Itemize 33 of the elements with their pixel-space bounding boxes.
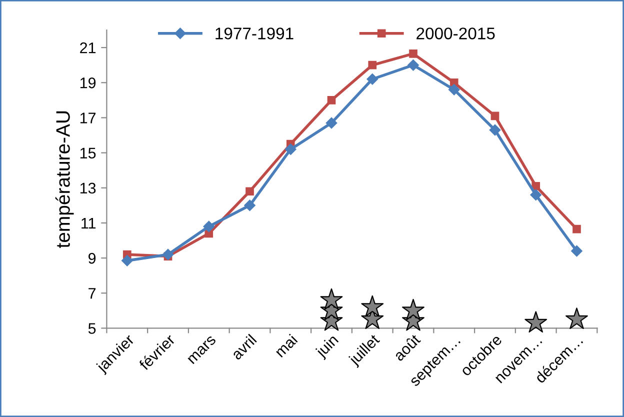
y-tick-label: 15 <box>80 148 96 158</box>
point <box>572 224 581 234</box>
point <box>244 200 256 212</box>
point <box>490 112 500 120</box>
point <box>571 245 582 257</box>
point <box>408 59 419 71</box>
y-tick-label: 19 <box>80 78 96 88</box>
point <box>368 60 377 70</box>
y-tick-label: 11 <box>82 218 96 228</box>
point <box>122 255 133 266</box>
point <box>409 50 418 58</box>
y-tick-label: 13 <box>80 182 96 194</box>
point <box>285 144 296 155</box>
y-tick-label: 5 <box>88 323 96 334</box>
point <box>530 189 542 200</box>
y-tick-label: 21 <box>80 42 96 54</box>
x-tick-label: juin <box>314 334 341 360</box>
legend-label: 1977-1991 <box>216 28 294 40</box>
point <box>327 96 336 104</box>
point <box>246 187 254 196</box>
point <box>448 84 460 96</box>
y-tick-label: 7 <box>88 288 96 299</box>
x-tick-label: mai <box>274 334 298 358</box>
point <box>532 182 540 190</box>
y-tick-label: 9 <box>88 252 96 264</box>
point <box>326 117 338 129</box>
point <box>489 124 501 136</box>
point <box>203 220 214 232</box>
point <box>366 74 378 85</box>
legend-label: 2000-2015 <box>416 28 495 40</box>
y-tick-label: 17 <box>80 112 96 124</box>
y-axis-title: température-AU <box>55 111 74 248</box>
point <box>162 248 174 260</box>
